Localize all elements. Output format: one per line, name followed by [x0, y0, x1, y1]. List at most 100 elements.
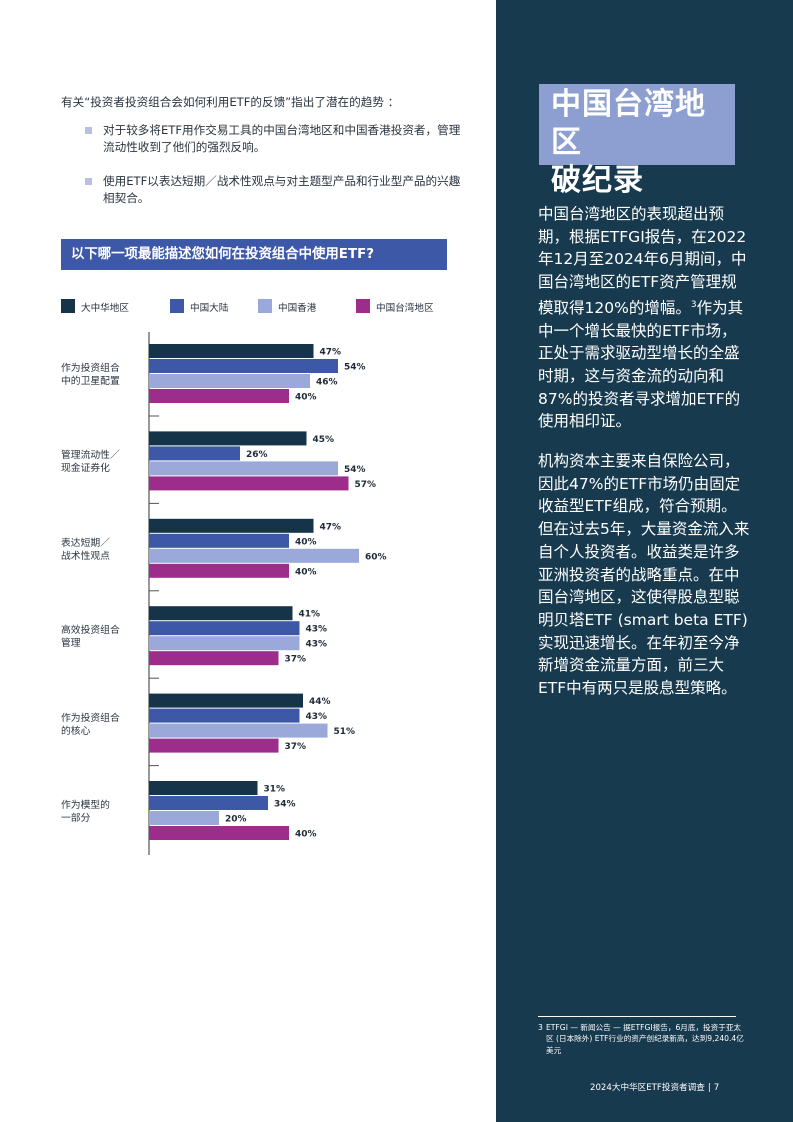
legend-swatch — [356, 299, 370, 313]
category-label: 作为投资组合 中的卫星配置 — [61, 362, 120, 388]
legend-label: 大中华地区 — [81, 303, 129, 314]
legend-label: 中国台湾地区 — [376, 303, 434, 314]
page-footer: 2024大中华区ETF投资者调查 | 7 — [590, 1081, 719, 1093]
bar — [149, 359, 338, 373]
footer-separator: | — [707, 1083, 711, 1093]
sidebar-title-line-2: 破纪录 — [551, 163, 644, 198]
category-label-line: 作为投资组合 — [61, 363, 120, 374]
footnote-divider — [538, 1016, 736, 1017]
legend-label: 中国香港 — [278, 303, 317, 314]
bar — [149, 344, 314, 358]
legend-swatch — [61, 299, 75, 313]
bullet-item-1: 对于较多将ETF用作交易工具的中国台湾地区和中国香港投资者，管理流动性收到了他们… — [85, 122, 465, 156]
data-label: 40% — [295, 567, 317, 577]
bullet-text-1: 对于较多将ETF用作交易工具的中国台湾地区和中国香港投资者，管理流动性收到了他们… — [103, 123, 461, 154]
category-label-line: 一部分 — [61, 813, 91, 824]
category-label-line: 中的卫星配置 — [61, 376, 120, 387]
data-label: 47% — [320, 348, 342, 358]
data-label: 54% — [344, 363, 366, 373]
data-label: 54% — [344, 465, 366, 475]
bar — [149, 738, 279, 753]
data-label: 31% — [264, 785, 286, 795]
data-label: 37% — [285, 742, 307, 752]
data-label: 44% — [309, 697, 331, 707]
data-label: 47% — [320, 522, 342, 532]
bar — [149, 461, 338, 476]
category-label: 管理流动性／ 现金证券化 — [61, 449, 120, 475]
bar — [149, 606, 293, 621]
bar — [149, 518, 314, 533]
bar — [149, 431, 307, 446]
footer-label: 2024大中华区ETF投资者调查 — [590, 1083, 705, 1093]
bar — [149, 708, 300, 723]
category-label: 表达短期／ 战术性观点 — [61, 537, 110, 563]
category-label-line: 表达短期／ — [61, 537, 110, 549]
sidebar-paragraph-1-part-a: 中国台湾地区的表现超出预期，根据ETFGI报告，在2022年12月至2024年6… — [538, 205, 747, 317]
sidebar-paragraph-2: 机构资本主要来自保险公司，因此47%的ETF市场仍由固定收益型ETF组成，符合预… — [538, 452, 750, 698]
data-label: 43% — [306, 640, 328, 650]
bar — [149, 811, 219, 825]
page-number: 7 — [713, 1083, 720, 1093]
bar — [149, 826, 289, 840]
legend-swatch — [170, 299, 184, 313]
data-label: 40% — [295, 393, 317, 403]
bar — [149, 693, 303, 708]
data-label: 26% — [246, 450, 268, 460]
bar — [149, 781, 258, 795]
bar — [149, 563, 289, 578]
category-label: 作为投资组合 的核心 — [61, 712, 120, 738]
data-label: 37% — [285, 655, 307, 665]
bar — [149, 446, 240, 461]
data-label: 40% — [295, 830, 317, 840]
bar — [149, 621, 300, 636]
data-label: 46% — [316, 378, 338, 388]
bar — [149, 374, 310, 388]
footnote: 3 ETFGI — 新闻公告 — 据ETFGI报告，6月底，投资于亚太区 (日本… — [538, 1022, 748, 1056]
category-label-line: 高效投资组合 — [61, 625, 120, 637]
sidebar-paragraph-1-part-b: 作为其中一个增长最快的ETF市场，正处于需求驱动型增长的全盛时期，这与资金流的动… — [538, 298, 744, 431]
bullet-item-2: 使用ETF以表达短期／战术性观点与对主题型产品和行业型产品的兴趣相契合。 — [85, 173, 465, 207]
category-label-line: 管理 — [61, 638, 81, 650]
bar — [149, 533, 289, 548]
category-label-line: 作为投资组合 — [61, 712, 120, 724]
bar — [149, 389, 289, 403]
bullet-square-icon — [85, 178, 92, 185]
category-label-line: 战术性观点 — [61, 550, 110, 562]
bullet-square-icon — [85, 127, 92, 134]
data-label: 40% — [295, 537, 317, 547]
sidebar-paragraph-1: 中国台湾地区的表现超出预期，根据ETFGI报告，在2022年12月至2024年6… — [538, 203, 750, 433]
category-label: 高效投资组合 管理 — [61, 624, 120, 650]
footnote-number: 3 — [538, 1023, 543, 1032]
category-label-line: 管理流动性／ — [61, 450, 120, 462]
data-label: 41% — [299, 610, 321, 620]
footnote-reference: 3 — [690, 299, 697, 310]
data-label: 43% — [306, 625, 328, 635]
data-label: 51% — [334, 727, 356, 737]
bar — [149, 723, 328, 738]
bar — [149, 476, 349, 491]
category-label-line: 现金证券化 — [61, 463, 110, 475]
category-label-line: 作为模型的 — [61, 800, 110, 811]
intro-text: 有关“投资者投资组合会如何利用ETF的反馈”指出了潜在的趋势 ： — [61, 95, 400, 109]
data-label: 20% — [225, 815, 247, 825]
bullet-text-2: 使用ETF以表达短期／战术性观点与对主题型产品和行业型产品的兴趣相契合。 — [103, 174, 461, 205]
bar — [149, 796, 268, 810]
data-label: 60% — [365, 552, 387, 562]
legend-swatch — [258, 299, 272, 313]
category-label-line: 的核心 — [61, 725, 91, 737]
bar — [149, 548, 359, 563]
legend-label: 中国大陆 — [190, 303, 229, 314]
category-label: 作为模型的 一部分 — [61, 799, 110, 825]
sidebar-panel — [496, 0, 793, 1122]
bar — [149, 651, 279, 666]
data-label: 57% — [355, 480, 377, 490]
sidebar-title-box: 中国台湾地区 破纪录 — [539, 84, 735, 198]
data-label: 45% — [313, 435, 335, 445]
sidebar-title-line-1: 中国台湾地区 — [551, 87, 706, 160]
data-label: 34% — [274, 800, 296, 810]
data-label: 43% — [306, 712, 328, 722]
chart-question-header: 以下哪一项最能描述您如何在投资组合中使用ETF? — [61, 239, 447, 270]
bar — [149, 636, 300, 651]
footnote-text: ETFGI — 新闻公告 — 据ETFGI报告，6月底，投资于亚太区 (日本除外… — [546, 1023, 744, 1055]
